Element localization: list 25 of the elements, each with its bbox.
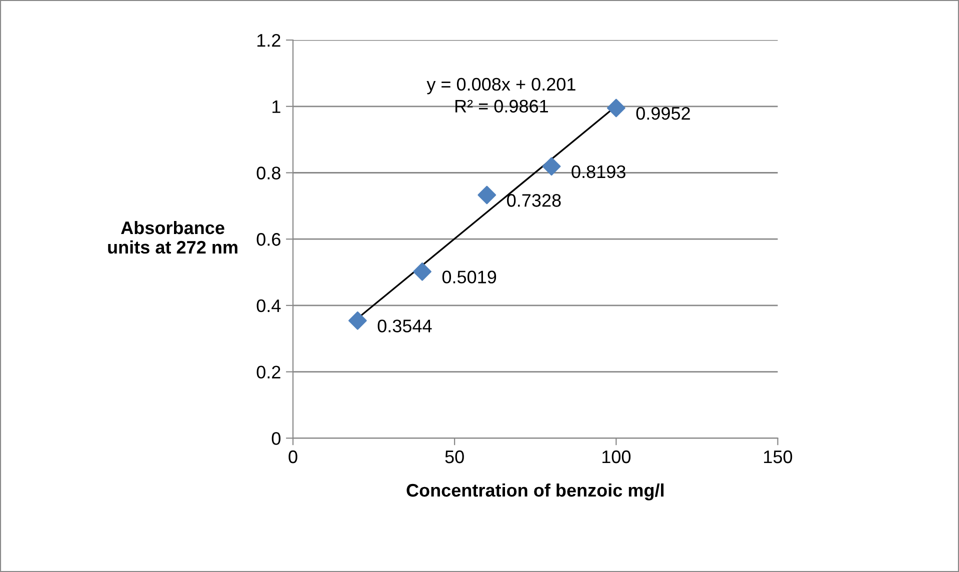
- y-tick-label: 1: [272, 100, 280, 113]
- x-tick-label: 150: [764, 450, 792, 464]
- point: [348, 311, 367, 330]
- annotation: y = 0.008x + 0.201: [426, 78, 576, 94]
- data-label: 0.9952: [636, 106, 690, 120]
- y-axis-title: Absorbance units at 272 nm: [108, 220, 238, 254]
- y-tick-label: 0.8: [256, 166, 280, 180]
- annotation: R² = 0.9861: [455, 100, 548, 113]
- point: [542, 157, 561, 176]
- data-label: 0.7328: [507, 194, 561, 207]
- data-label: 0.3544: [378, 320, 432, 332]
- y-tick-label: 1.2: [257, 34, 280, 47]
- point: [478, 186, 496, 204]
- y-tick-label: 0: [272, 432, 280, 445]
- y-tick-label: 0.6: [256, 233, 280, 246]
- data-label: 0.5019: [442, 270, 496, 284]
- x-tick-label: 100: [602, 450, 631, 464]
- x-tick-label: 0: [288, 450, 298, 464]
- point: [413, 262, 432, 281]
- y-tick-label: 0.2: [256, 366, 280, 379]
- x-axis-title: Concentration of benzoic mg/l: [406, 483, 664, 500]
- x-tick-label: 50: [445, 450, 464, 464]
- data-label: 0.8193: [572, 165, 626, 178]
- point: [606, 98, 626, 118]
- y-tick-label: 0.4: [256, 299, 281, 312]
